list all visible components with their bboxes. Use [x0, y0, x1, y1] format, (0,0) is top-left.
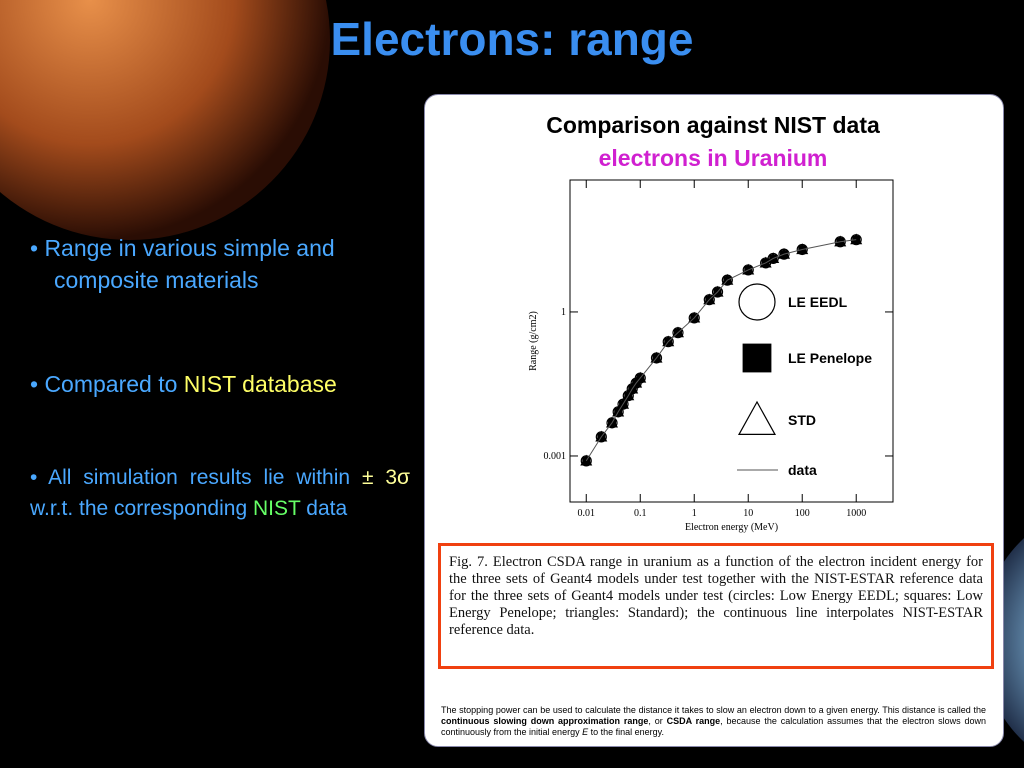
- chart: 0.01 0.1 1 10 100 1000 0.001 1 Electron energy (…: [528, 179, 894, 533]
- marker-triangle: [662, 335, 675, 347]
- bullet-text: • All simulation results lie within: [30, 466, 362, 489]
- bullet-text: NIST database: [183, 371, 337, 397]
- marker-triangle: [617, 397, 630, 409]
- legend-label: STD: [788, 412, 816, 428]
- marker-circle: [738, 283, 776, 321]
- x-tick-label: 0.01: [578, 508, 596, 519]
- footnote-text: , because the calculation assumes that t…: [441, 716, 986, 737]
- footnote: The stopping power can be used to calcul…: [441, 705, 986, 738]
- marker-triangle: [605, 416, 619, 428]
- marker-triangle: [703, 293, 716, 305]
- data-line: [585, 239, 857, 462]
- bullet-text: • Compared to: [30, 371, 184, 397]
- footnote-text: to the final energy.: [588, 727, 664, 737]
- marker-triangle: [721, 273, 734, 285]
- y-tick-label: 1: [561, 307, 566, 318]
- bullet-text: w.r.t. the corresponding: [30, 497, 253, 520]
- x-tick-label: 0.1: [634, 508, 647, 519]
- footnote-text: , or: [648, 716, 667, 726]
- marker-triangle: [580, 454, 593, 466]
- marker-triangle: [671, 326, 685, 338]
- legend-label: data: [788, 462, 817, 478]
- marker-triangle: [626, 382, 639, 394]
- x-tick-label: 1000: [846, 508, 866, 519]
- marker-triangle: [634, 371, 647, 383]
- x-axis-label: Electron energy (MeV): [685, 522, 778, 533]
- figure-caption: Fig. 7. Electron CSDA range in uranium a…: [438, 543, 994, 669]
- marker-triangle: [650, 351, 663, 363]
- y-tick-label: 0.001: [544, 451, 567, 462]
- bullet: • Range in various simple and composite …: [30, 232, 414, 296]
- x-tick-label: 1: [692, 508, 697, 519]
- bullet-text: • Range in various simple and composite …: [30, 235, 335, 293]
- marker-triangle: [850, 233, 863, 245]
- bullet-text: NIST: [252, 497, 301, 520]
- footnote-text: The stopping power can be used to calcul…: [441, 705, 986, 715]
- bullet: • All simulation results lie within ± 3σ…: [30, 462, 410, 524]
- plot-frame: [569, 179, 894, 503]
- panel-subtitle: electrons in Uranium: [598, 145, 828, 171]
- figure-panel: [424, 94, 1004, 747]
- slide-title: Electrons: range: [330, 13, 694, 65]
- footnote-text: CSDA range: [666, 716, 721, 726]
- marker-triangle: [612, 405, 625, 417]
- x-tick-label: 100: [795, 508, 810, 519]
- marker-triangle: [737, 400, 777, 435]
- footnote-text: E: [582, 727, 589, 737]
- marker-triangle: [711, 285, 724, 297]
- legend-label: LE Penelope: [788, 350, 872, 366]
- panel-title: Comparison against NIST data: [546, 112, 880, 138]
- marker-square: [742, 343, 772, 373]
- planet-mars: [0, 0, 330, 240]
- marker-triangle: [595, 430, 608, 442]
- bullet: • Compared to NIST database: [30, 368, 410, 400]
- y-axis-label: Range (g/cm2): [528, 311, 539, 371]
- marker-triangle: [622, 389, 635, 401]
- x-tick-label: 10: [743, 508, 753, 519]
- bullet-text: ± 3σ: [361, 466, 411, 489]
- legend-label: LE EEDL: [788, 294, 848, 310]
- footnote-text: continuous slowing down approximation ra…: [441, 716, 649, 726]
- bullet-text: data: [300, 497, 348, 520]
- marker-triangle: [688, 311, 701, 323]
